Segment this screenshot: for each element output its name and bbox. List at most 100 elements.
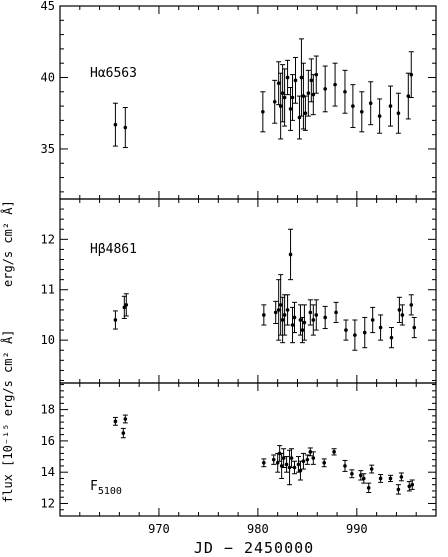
data-point	[292, 56, 298, 104]
data-marker	[322, 461, 326, 465]
data-point	[304, 454, 310, 465]
data-marker	[113, 419, 118, 424]
data-marker	[113, 122, 118, 127]
data-point	[273, 300, 279, 325]
data-marker	[350, 471, 354, 476]
y-tick-label: 35	[41, 142, 55, 156]
data-marker	[293, 78, 298, 83]
data-marker	[284, 462, 289, 467]
data-point	[369, 464, 375, 474]
data-marker	[292, 465, 297, 470]
data-point	[285, 59, 291, 96]
data-marker	[298, 468, 303, 473]
data-point	[276, 61, 282, 106]
data-marker	[388, 476, 393, 481]
data-point	[285, 294, 291, 326]
data-marker	[292, 315, 297, 320]
data-marker	[299, 75, 304, 80]
data-point	[271, 454, 277, 465]
data-marker	[290, 323, 295, 327]
data-marker	[288, 252, 293, 257]
data-point	[362, 316, 368, 349]
data-point	[292, 460, 298, 475]
data-marker	[305, 457, 310, 462]
data-point	[261, 304, 267, 326]
y-tick-label: 12	[41, 232, 55, 246]
data-point	[302, 95, 308, 131]
data-point	[112, 102, 118, 147]
data-marker	[279, 464, 284, 468]
data-point	[284, 456, 290, 473]
panel-label-subscript: 5100	[98, 486, 122, 497]
data-point	[408, 51, 414, 98]
data-point	[411, 316, 417, 339]
data-marker	[288, 107, 293, 111]
data-marker	[353, 333, 357, 337]
data-point	[289, 448, 295, 468]
data-point	[388, 327, 394, 349]
data-marker	[388, 104, 393, 108]
data-point	[396, 296, 402, 324]
y-tick-label: 45	[41, 0, 55, 13]
data-point	[399, 304, 405, 326]
data-point	[395, 92, 401, 134]
data-point	[406, 481, 412, 492]
data-marker	[311, 318, 316, 322]
data-point	[112, 310, 118, 330]
data-marker	[273, 310, 278, 315]
data-marker	[261, 109, 265, 114]
data-point	[387, 85, 393, 127]
data-marker	[407, 484, 412, 489]
data-point	[313, 299, 319, 331]
data-marker	[276, 308, 281, 312]
data-marker	[282, 95, 287, 100]
data-point	[305, 69, 311, 117]
data-point	[405, 72, 411, 120]
data-point	[342, 459, 348, 472]
data-point	[288, 86, 294, 131]
panel-label: Hβ4861	[90, 242, 137, 257]
data-point	[398, 472, 404, 482]
panel-0: 35 40 45 Hα6563	[41, 0, 437, 200]
data-point	[350, 84, 356, 129]
data-point	[358, 470, 364, 481]
data-marker	[323, 315, 327, 320]
data-point	[331, 448, 337, 456]
data-point	[310, 451, 316, 465]
data-point	[310, 74, 316, 116]
data-marker	[400, 313, 405, 317]
data-marker	[389, 335, 394, 340]
data-point	[260, 91, 266, 133]
data-point	[112, 416, 118, 426]
data-marker	[378, 325, 383, 330]
data-point	[261, 458, 267, 468]
data-marker	[311, 92, 316, 97]
data-marker	[296, 462, 301, 467]
data-marker	[344, 328, 348, 332]
data-marker	[362, 330, 367, 335]
data-marker	[121, 431, 126, 435]
data-point	[297, 304, 303, 336]
data-marker	[124, 303, 129, 307]
data-point	[409, 479, 415, 490]
data-marker	[369, 467, 374, 471]
data-point	[121, 295, 127, 319]
data-point	[120, 427, 126, 439]
data-point	[321, 458, 327, 468]
data-marker	[123, 125, 128, 130]
data-marker	[309, 78, 314, 83]
data-marker	[300, 328, 305, 332]
data-point	[395, 484, 401, 495]
data-point	[343, 319, 349, 341]
data-point	[123, 293, 129, 317]
x-tick-label: 990	[346, 522, 368, 536]
data-point	[288, 228, 294, 281]
data-point	[378, 314, 384, 341]
data-marker	[308, 450, 313, 454]
data-point	[282, 68, 288, 127]
data-marker	[289, 456, 294, 460]
data-marker	[276, 81, 281, 85]
data-marker	[301, 459, 306, 464]
data-point	[307, 447, 313, 457]
data-marker	[359, 109, 364, 114]
